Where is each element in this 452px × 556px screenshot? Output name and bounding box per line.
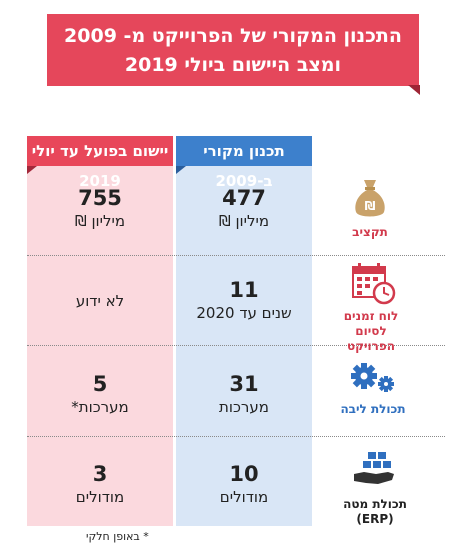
original-plan-header-text: תכנון מקורי ב-2009 [203, 142, 285, 190]
erp-original-cell: 10 מודולים [176, 462, 312, 508]
budget-actual-unit: מיליון ₪ [74, 212, 126, 230]
timeline-label-line-2: לסיום הפרויקט [347, 324, 395, 353]
row-divider [27, 436, 445, 437]
title-line-1: התכנון המקורי של הפרוייקט מ- 2009 [64, 25, 402, 47]
budget-actual-value: 755 [78, 186, 122, 210]
banner-fold [408, 85, 420, 95]
budget-label: תקציב [352, 225, 388, 239]
timeline-label: לוח זמנים לסיום הפרויקט [330, 309, 412, 354]
svg-text:₪: ₪ [365, 199, 376, 213]
core-actual-unit: מערכות* [71, 398, 129, 416]
timeline-original-value: 11 [229, 278, 259, 302]
core-original-unit: מערכות [219, 398, 269, 416]
actual-implementation-header: יישום בפועל עד יולי 2019 [27, 136, 173, 190]
core-actual-cell: 5 מערכות* [27, 372, 173, 418]
title-line-2: ומצב היישום ביולי 2019 [124, 54, 342, 76]
core-actual-value: 5 [92, 372, 108, 396]
erp-original-unit: מודולים [219, 488, 269, 506]
core-scope-label: תכולת ליבה [340, 402, 406, 416]
hand-blocks-icon [352, 450, 396, 492]
original-column-background [176, 136, 312, 526]
row-divider [27, 345, 445, 346]
core-original-cell: 31 מערכות [176, 372, 312, 418]
timeline-original-cell: 11 שנים עד 2020 [176, 278, 312, 324]
footnote: * באופן חלקי [86, 530, 149, 543]
timeline-actual-text: לא ידוע [75, 292, 125, 310]
calendar-clock-icon [351, 262, 397, 310]
timeline-original-unit: שנים עד 2020 [196, 304, 292, 322]
timeline-label-line-1: לוח זמנים [343, 309, 399, 323]
erp-actual-value: 3 [92, 462, 108, 486]
money-bag-icon: ₪ [352, 176, 388, 224]
budget-original-unit: מיליון ₪ [218, 212, 270, 230]
title-banner: התכנון המקורי של הפרוייקט מ- 2009 ומצב ה… [47, 14, 420, 95]
budget-actual-cell: 755 מיליון ₪ [27, 186, 173, 232]
erp-actual-cell: 3 מודולים [27, 462, 173, 508]
budget-original-cell: 477 מיליון ₪ [176, 186, 312, 232]
row-divider [27, 255, 445, 256]
gears-icon [350, 362, 396, 398]
budget-original-value: 477 [222, 186, 266, 210]
erp-actual-unit: מודולים [75, 488, 125, 506]
original-plan-header: תכנון מקורי ב-2009 [176, 136, 312, 190]
actual-column-background [27, 136, 173, 526]
actual-implementation-header-text: יישום בפועל עד יולי 2019 [31, 142, 169, 190]
erp-scope-label: תכולת מטה (ERP) [343, 497, 407, 526]
core-original-value: 31 [229, 372, 259, 396]
erp-original-value: 10 [229, 462, 259, 486]
